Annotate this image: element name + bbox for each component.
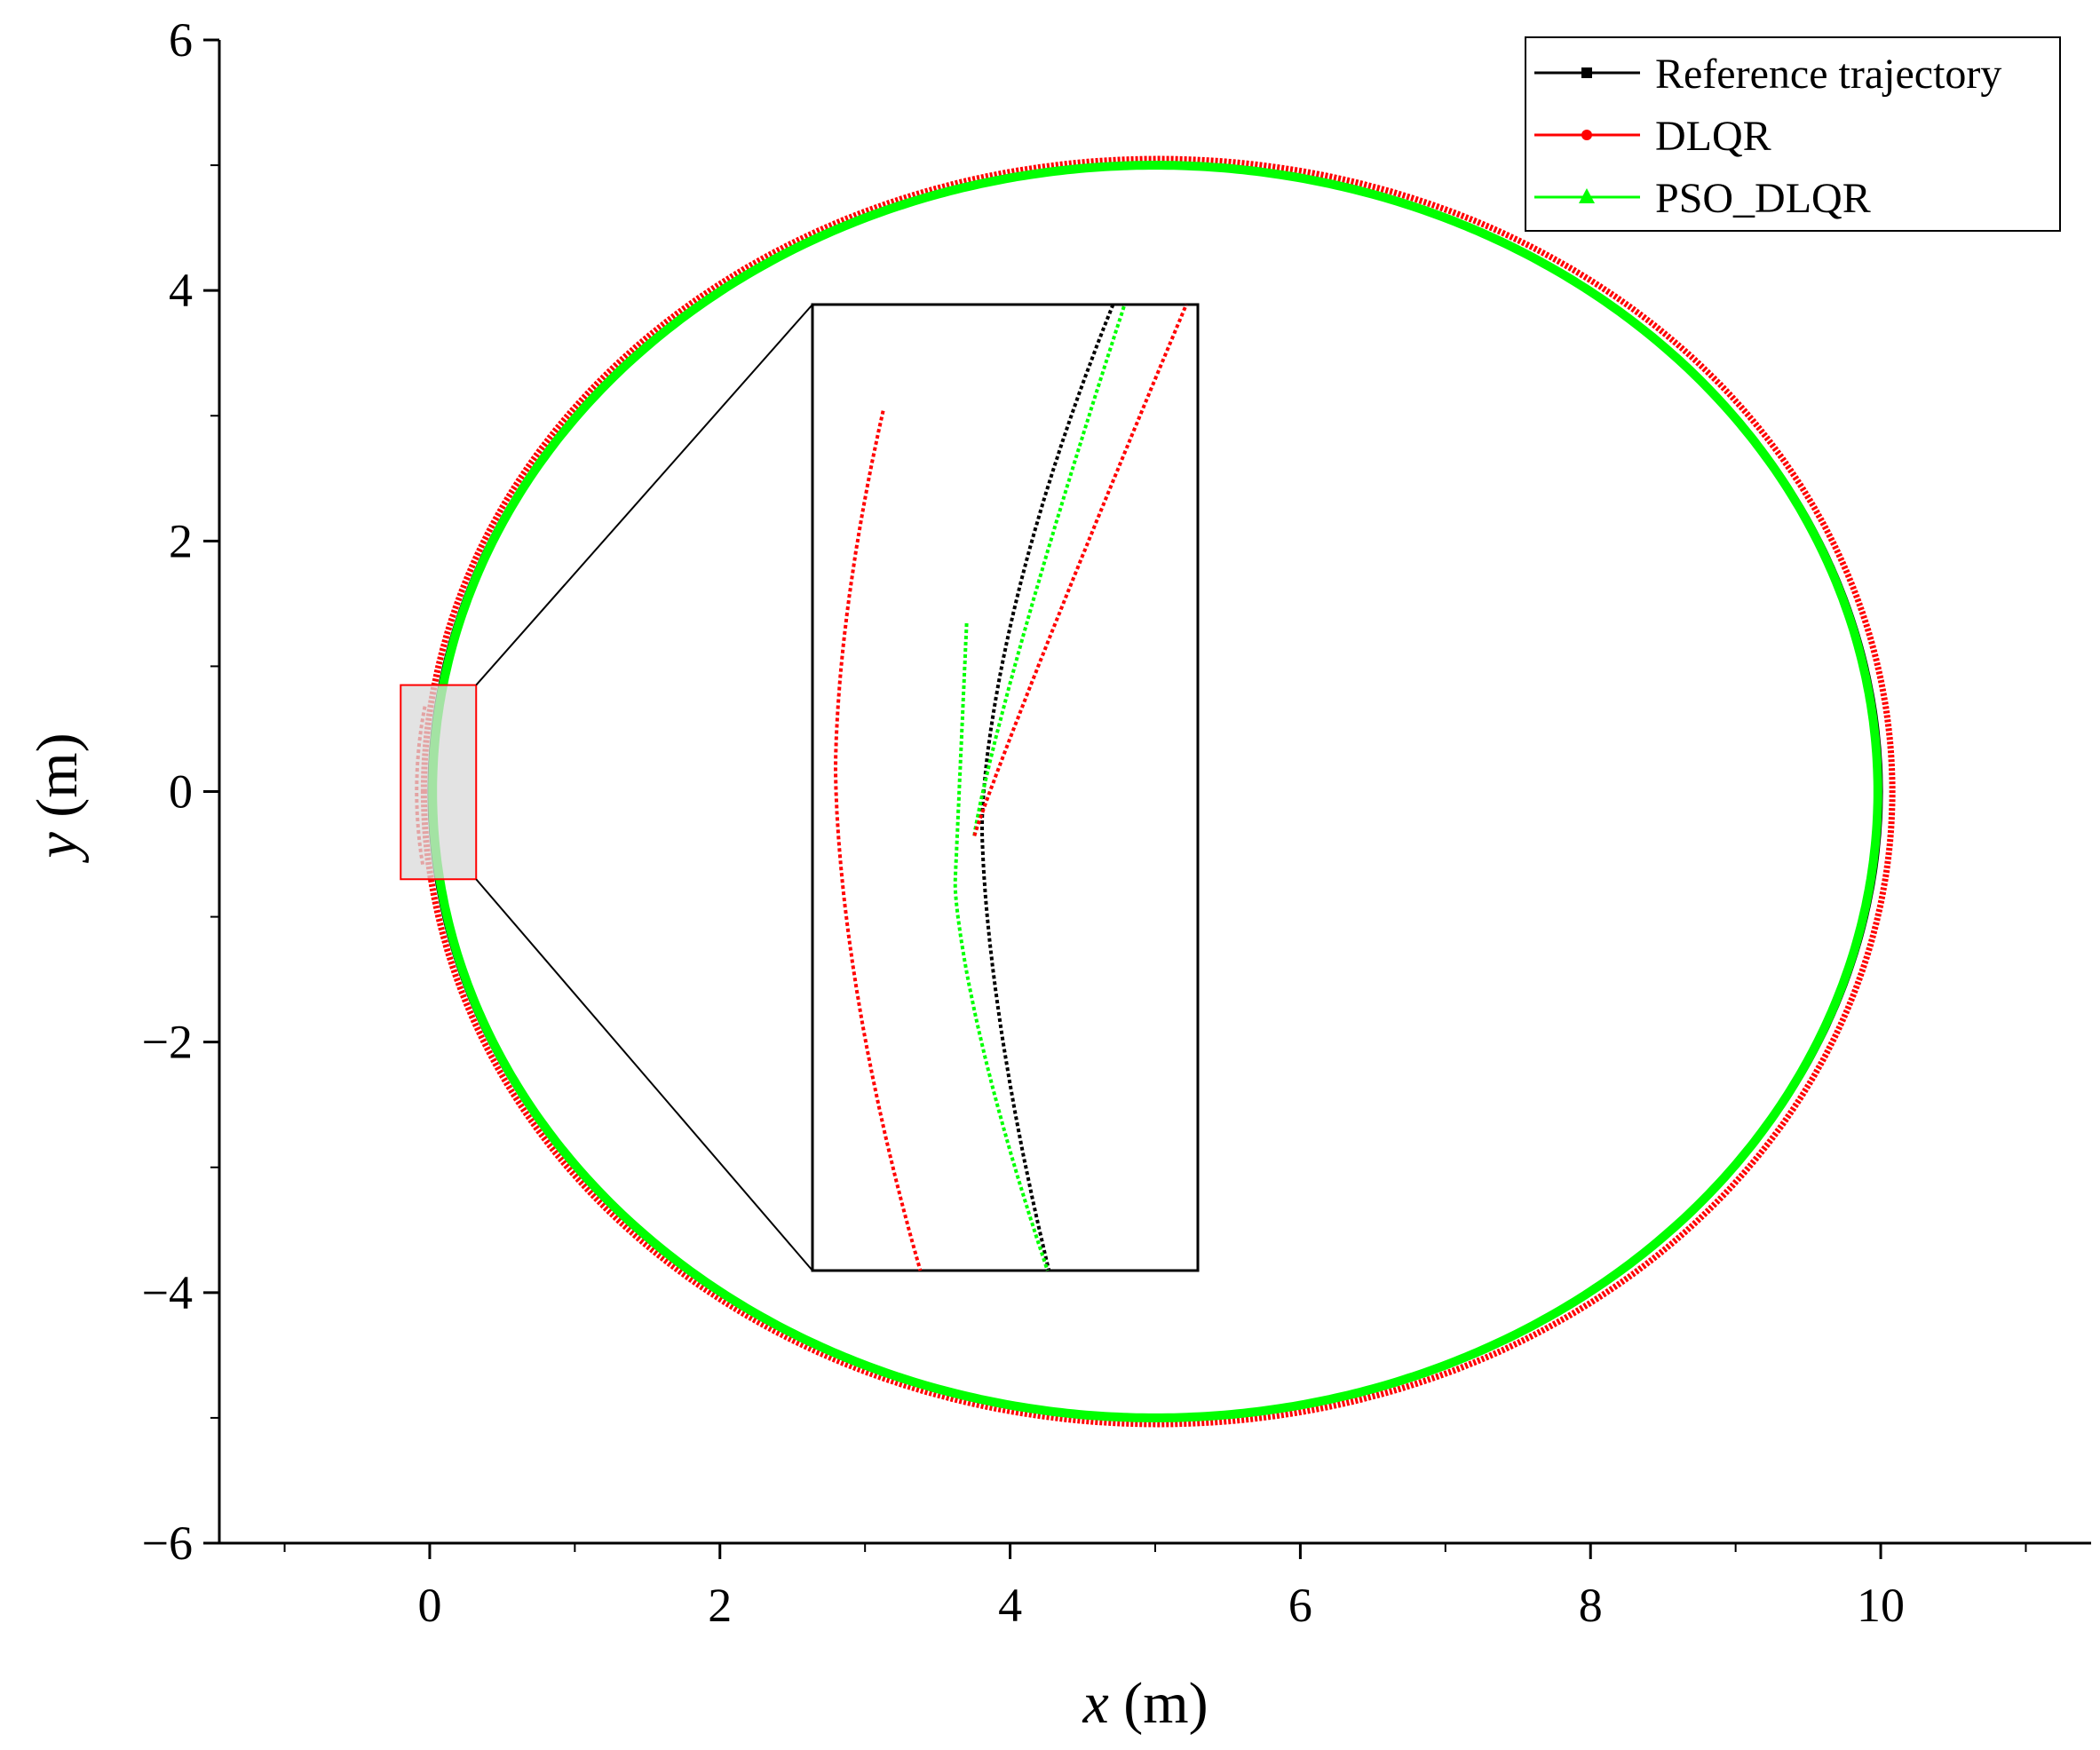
y-tick-label: −6: [142, 1516, 193, 1570]
legend-entry-pso-dlqr: PSO_DLQR: [1534, 175, 1871, 222]
x-axis-variable: x: [1082, 1671, 1108, 1736]
legend-marker-square-icon: [1581, 67, 1592, 78]
series-line-dlqr: [420, 155, 1896, 1428]
x-axis-unit: (m): [1109, 1671, 1208, 1736]
inset-reference-line: [979, 304, 1115, 1271]
zoom-connector-bottom: [475, 878, 813, 1271]
x-tick-label: 2: [708, 1579, 732, 1632]
zoom-connector-top: [475, 304, 813, 686]
inset-frame: [811, 303, 1200, 1272]
inset-dlqr-return: [972, 304, 1188, 837]
y-tick-label: −4: [142, 1266, 193, 1319]
y-tick-label: 0: [169, 765, 193, 819]
y-axis-unit: (m): [25, 732, 90, 832]
legend-label-dlqr: DLQR: [1655, 113, 1771, 160]
legend-label-reference: Reference trajectory: [1655, 51, 2001, 98]
x-axis-title: x (m): [1082, 1671, 1208, 1736]
y-tick-label: 6: [169, 13, 193, 67]
zoom-region-box: [400, 684, 478, 881]
axes: 0 2 4 6 8 10 −6 −4 −2 0 2 4 6: [142, 13, 2091, 1632]
legend: Reference trajectory DLQR PSO_DLQR: [1525, 36, 2061, 232]
x-tick-label: 8: [1579, 1579, 1603, 1632]
x-tick-label: 10: [1857, 1579, 1905, 1632]
plot-area: [400, 155, 1896, 1428]
y-tick-label: 2: [169, 514, 193, 567]
series-line-pso-dlqr: [428, 161, 1882, 1422]
legend-label-pso-dlqr: PSO_DLQR: [1655, 175, 1871, 222]
inset-dlqr-start: [833, 410, 923, 1271]
y-tick-label: 4: [169, 264, 193, 317]
legend-entry-reference: Reference trajectory: [1534, 51, 2001, 98]
legend-marker-circle-icon: [1581, 130, 1592, 140]
x-tick-label: 0: [417, 1579, 441, 1632]
zoom-inset: [475, 303, 1200, 1272]
x-tick-label: 6: [1288, 1579, 1312, 1632]
inset-pso-dlqr-start: [953, 622, 1050, 1271]
x-tick-label: 4: [998, 1579, 1022, 1632]
y-axis-title: y (m): [25, 732, 90, 863]
y-axis-variable: y: [25, 832, 90, 864]
y-tick-label: −2: [142, 1016, 193, 1069]
inset-pso-dlqr-return: [972, 304, 1127, 836]
legend-entry-dlqr: DLQR: [1534, 113, 1771, 160]
legend-marker-triangle-icon: [1579, 188, 1595, 203]
